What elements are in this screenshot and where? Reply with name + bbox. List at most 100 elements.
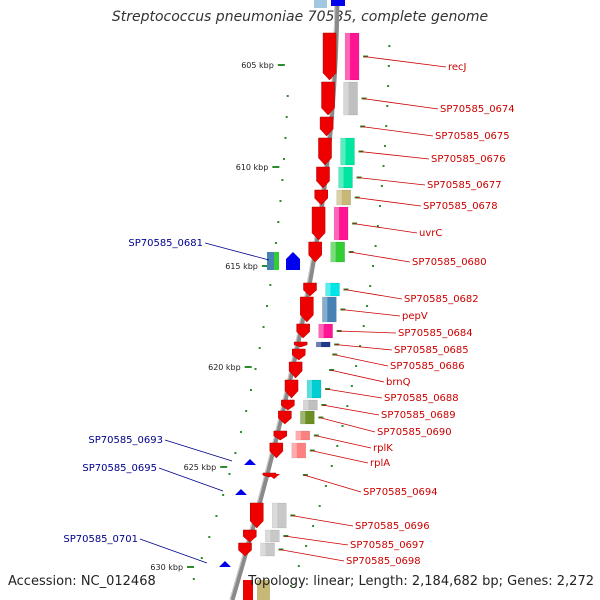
scale-dot <box>286 95 289 97</box>
reverse-gene-label[interactable]: SP70585_0695 <box>82 463 157 474</box>
forward-gene-label[interactable]: SP70585_0690 <box>377 427 452 438</box>
scale-dot <box>258 347 261 349</box>
gene-block-highlight <box>338 167 344 188</box>
forward-gene[interactable] <box>300 296 346 323</box>
forward-gene-label[interactable]: SP70585_0686 <box>390 361 465 372</box>
forward-gene-label[interactable]: SP70585_0694 <box>363 487 438 498</box>
kbp-tick-mark <box>187 566 195 568</box>
kbp-tick-mark <box>220 466 228 468</box>
reverse-gene-label[interactable]: SP70585_0693 <box>88 435 163 446</box>
gene-category-block <box>291 442 307 459</box>
scale-dot <box>228 473 231 475</box>
gene-block-highlight <box>300 411 306 424</box>
forward-gene-label[interactable]: recJ <box>448 62 467 73</box>
scale-dot <box>330 465 333 467</box>
scale-dot <box>374 245 377 247</box>
forward-gene[interactable] <box>284 379 331 399</box>
gene-arrow <box>288 361 303 379</box>
forward-gene-label[interactable]: rplK <box>373 443 393 454</box>
forward-gene-label[interactable]: SP70585_0682 <box>404 294 479 305</box>
gene-arrow <box>318 137 332 166</box>
forward-gene-label[interactable]: pepV <box>402 311 428 322</box>
forward-gene[interactable] <box>243 529 289 543</box>
gene-block-highlight <box>343 82 349 115</box>
forward-gene-label[interactable]: SP70585_0688 <box>384 393 459 404</box>
gene-arrow <box>269 442 284 459</box>
scale-dot <box>279 200 282 202</box>
forward-gene-label[interactable]: SP70585_0678 <box>423 201 498 212</box>
forward-gene[interactable] <box>303 282 349 297</box>
gene-category-block <box>267 252 274 270</box>
gene-arrow <box>319 116 334 137</box>
genome-summary-text: Topology: linear; Length: 2,184,682 bp; … <box>248 574 594 589</box>
forward-gene[interactable] <box>318 137 364 166</box>
forward-gene-label[interactable]: SP70585_0685 <box>394 345 469 356</box>
forward-gene-label[interactable]: SP70585_0674 <box>440 104 515 115</box>
reverse-gene-label[interactable]: SP70585_0701 <box>63 534 138 545</box>
gene-category-block <box>338 166 353 189</box>
scale-dot <box>239 431 242 433</box>
forward-gene-label[interactable]: SP70585_0684 <box>398 328 473 339</box>
scale-dot <box>388 45 391 47</box>
forward-gene-label[interactable]: SP70585_0675 <box>435 131 510 142</box>
scale-dot <box>305 545 308 547</box>
reverse-gene[interactable] <box>244 459 256 465</box>
label-leader-line <box>364 56 447 68</box>
forward-gene[interactable] <box>250 502 296 529</box>
forward-gene[interactable] <box>273 430 319 441</box>
reverse-gene[interactable] <box>235 489 247 495</box>
gene-category-block <box>303 399 318 411</box>
scale-dot <box>336 445 339 447</box>
forward-gene[interactable] <box>311 206 358 241</box>
forward-gene[interactable] <box>278 410 324 425</box>
gene-category-block <box>306 379 322 399</box>
kbp-tick-mark <box>277 64 285 66</box>
forward-gene[interactable] <box>322 32 369 81</box>
forward-gene[interactable] <box>293 341 340 348</box>
gene-arrow <box>273 430 288 441</box>
forward-gene-label[interactable]: SP70585_0698 <box>346 556 421 567</box>
forward-gene[interactable] <box>319 116 366 137</box>
gene-arrow <box>303 282 317 297</box>
forward-gene-label[interactable]: SP70585_0677 <box>427 180 502 191</box>
gene-block-highlight <box>318 324 324 338</box>
label-leader-line <box>359 151 430 160</box>
scale-dot <box>290 585 293 587</box>
gene-arrow <box>291 348 306 361</box>
forward-gene[interactable] <box>281 399 327 411</box>
forward-gene-label[interactable]: brnQ <box>386 377 411 388</box>
forward-gene-label[interactable]: SP70585_0680 <box>412 257 487 268</box>
gene-arrow <box>321 81 335 116</box>
scale-dot <box>222 494 225 496</box>
forward-gene[interactable] <box>314 189 360 206</box>
label-leader-line <box>284 535 349 546</box>
reverse-gene[interactable] <box>267 252 300 270</box>
label-leader-line <box>314 435 372 449</box>
forward-gene[interactable] <box>321 81 367 116</box>
forward-gene[interactable] <box>291 348 338 361</box>
forward-gene[interactable] <box>308 241 354 263</box>
scale-dot <box>371 265 374 267</box>
forward-gene[interactable] <box>316 166 362 189</box>
gene-arrow <box>250 502 264 529</box>
forward-gene-label[interactable]: SP70585_0697 <box>350 540 425 551</box>
gene-fragment <box>243 580 253 600</box>
forward-gene-label[interactable]: SP70585_0676 <box>431 154 506 165</box>
scale-dot <box>254 368 257 370</box>
forward-gene-label[interactable]: rplA <box>370 458 390 469</box>
forward-gene-label[interactable]: SP70585_0696 <box>355 521 430 532</box>
gene-arrow <box>322 32 337 81</box>
forward-gene[interactable] <box>296 323 342 339</box>
reverse-gene-label[interactable]: SP70585_0681 <box>128 238 203 249</box>
forward-gene-label[interactable]: uvrC <box>419 228 442 239</box>
label-leader-line <box>330 369 385 383</box>
gene-category-block <box>272 502 287 529</box>
reverse-gene[interactable] <box>219 561 231 567</box>
scale-dot <box>366 305 369 307</box>
forward-gene[interactable] <box>238 542 284 557</box>
forward-gene[interactable] <box>288 361 335 379</box>
forward-gene[interactable] <box>269 442 315 459</box>
scale-dot <box>346 405 349 407</box>
forward-gene-label[interactable]: SP70585_0689 <box>381 410 456 421</box>
